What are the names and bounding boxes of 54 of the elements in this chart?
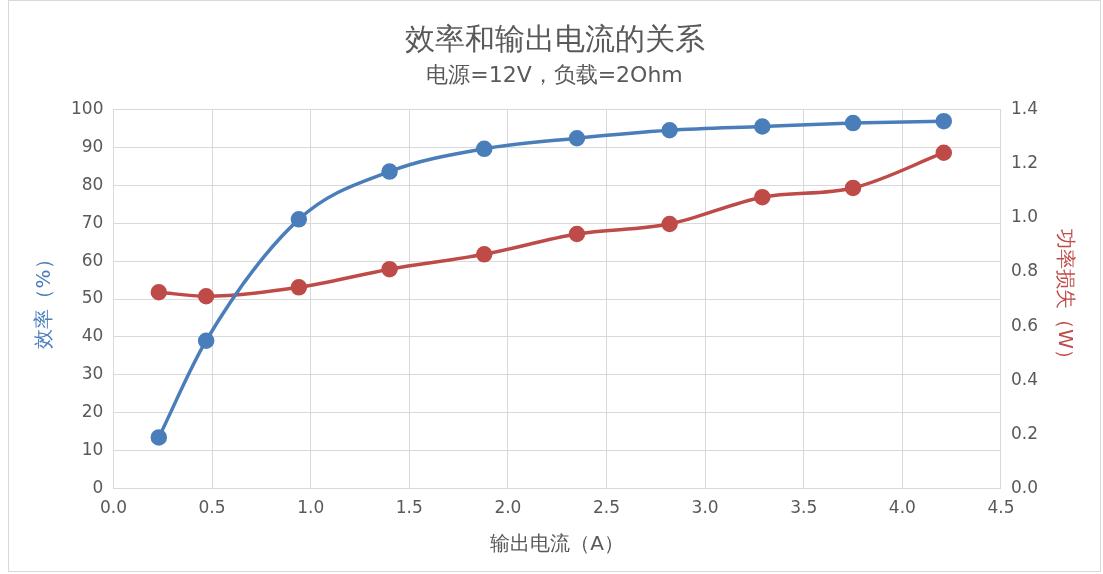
point bbox=[661, 122, 678, 139]
y2-tick-label: 0.0 bbox=[1010, 477, 1039, 498]
point bbox=[381, 260, 398, 278]
point bbox=[290, 279, 308, 296]
point bbox=[197, 332, 215, 349]
y-tick-label: 20 bbox=[81, 401, 104, 422]
point bbox=[475, 246, 493, 263]
x-tick-label: 3.0 bbox=[691, 497, 719, 518]
x-tick-label: 2.5 bbox=[592, 497, 621, 518]
chart-subtitle: 电源=12V，负载=2Ohm bbox=[426, 61, 683, 87]
y2-tick-label: 0.8 bbox=[1010, 260, 1039, 281]
y-tick-label: 40 bbox=[81, 325, 104, 346]
y-tick-label: 100 bbox=[70, 97, 104, 118]
y-tick-label: 70 bbox=[81, 211, 104, 232]
y-tick-label: 30 bbox=[81, 363, 104, 384]
x-tick-label: 1.5 bbox=[395, 497, 423, 518]
point bbox=[197, 288, 215, 305]
point bbox=[935, 144, 953, 161]
y-tick-label: 90 bbox=[81, 135, 104, 156]
x-tick-label: 0.5 bbox=[198, 497, 226, 518]
point bbox=[290, 211, 308, 228]
y2-tick-label: 1.0 bbox=[1010, 206, 1039, 227]
y2-tick-label: 1.4 bbox=[1010, 97, 1039, 118]
y-tick-label: 10 bbox=[81, 439, 104, 460]
x-tick-label: 1.0 bbox=[297, 497, 325, 518]
y2-tick-label: 1.2 bbox=[1010, 151, 1039, 172]
point bbox=[844, 179, 862, 197]
point bbox=[381, 163, 398, 180]
point bbox=[568, 129, 586, 147]
y-axis-title: 效率（%） bbox=[31, 249, 56, 349]
point bbox=[844, 114, 862, 132]
x-axis-title: 输出电流（A） bbox=[490, 531, 625, 556]
x-tick-label: 4.0 bbox=[888, 497, 916, 518]
x-tick-label: 2.0 bbox=[494, 497, 522, 518]
point bbox=[475, 140, 493, 158]
point bbox=[661, 215, 678, 233]
y-tick-label: 0 bbox=[92, 477, 104, 498]
point bbox=[754, 118, 771, 135]
x-tick-label: 3.5 bbox=[790, 497, 818, 518]
y-tick-label: 80 bbox=[81, 173, 104, 194]
y2-tick-label: 0.2 bbox=[1010, 422, 1039, 443]
point bbox=[568, 225, 586, 243]
point bbox=[935, 112, 953, 130]
y-tick-label: 50 bbox=[81, 287, 104, 308]
x-tick-label: 4.5 bbox=[987, 497, 1015, 518]
x-tick-label: 0.0 bbox=[99, 497, 127, 518]
y2-tick-label: 0.4 bbox=[1010, 368, 1039, 389]
point bbox=[754, 188, 771, 206]
y-tick-label: 60 bbox=[81, 249, 104, 270]
chart-title: 效率和输出电流的关系 bbox=[404, 20, 705, 56]
y2-tick-label: 0.6 bbox=[1010, 314, 1039, 335]
point bbox=[150, 429, 168, 446]
point bbox=[150, 283, 168, 301]
y2-axis-title: 功率损失（W） bbox=[1053, 229, 1078, 369]
